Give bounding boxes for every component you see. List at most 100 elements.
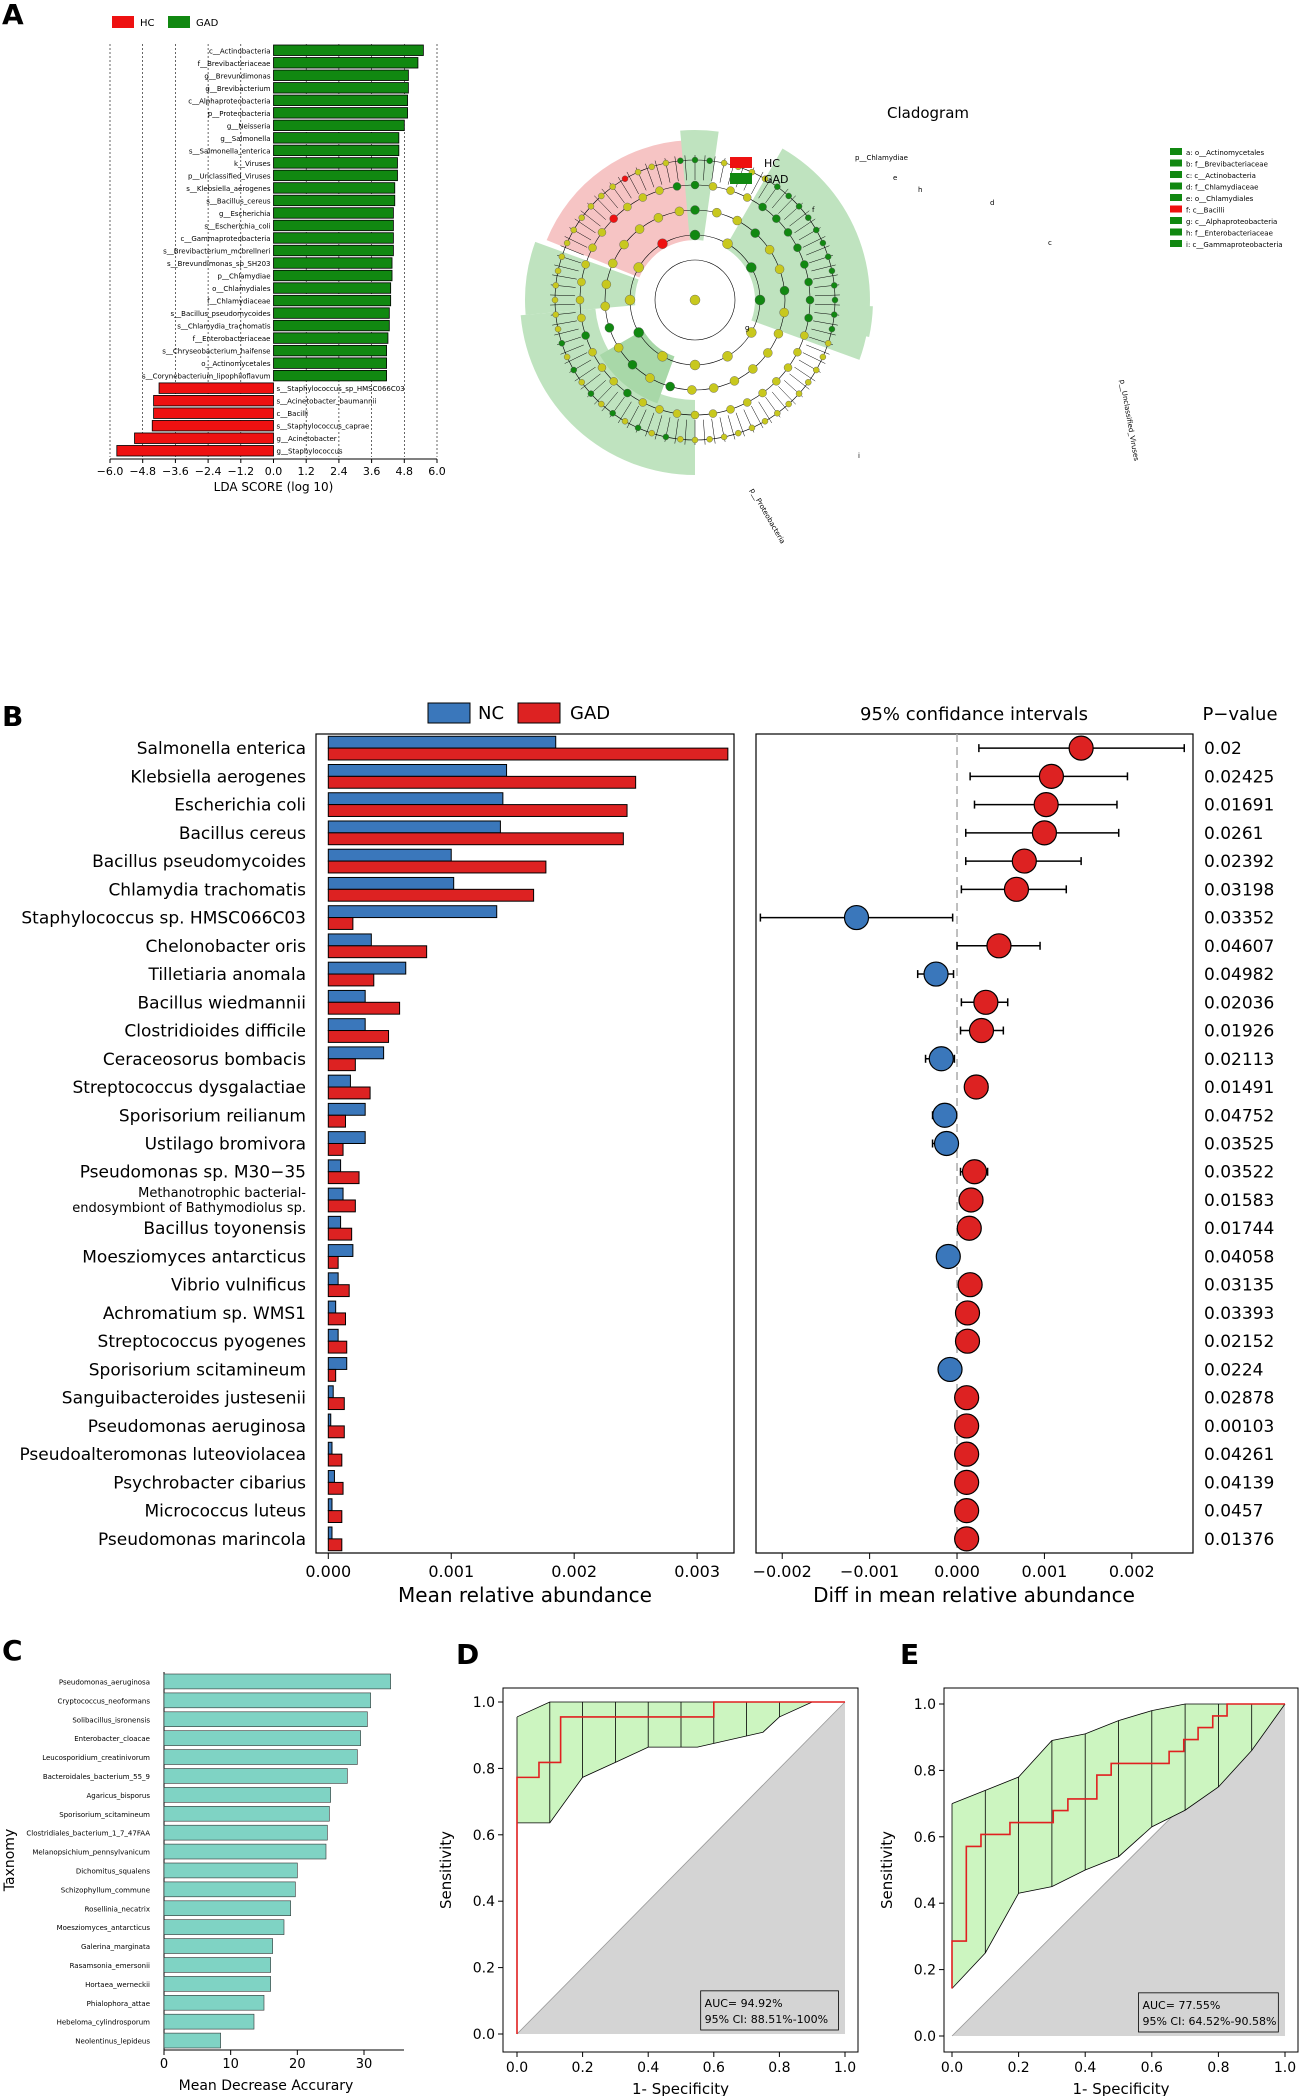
diff-point — [1003, 876, 1030, 902]
lda-bar — [273, 207, 394, 219]
clado-node — [570, 226, 577, 234]
clado-node — [633, 327, 644, 338]
clado-node — [691, 156, 699, 164]
clado-node — [633, 262, 644, 273]
x-tick-label: 0.0 — [941, 2060, 963, 2076]
lda-bar — [273, 169, 398, 182]
clado-node — [677, 436, 684, 443]
clado-node — [793, 348, 802, 357]
importance-label: Cryptococcus_neoformans — [57, 1697, 150, 1705]
importance-bar — [163, 1881, 296, 1898]
clado-node — [600, 301, 610, 311]
spoke — [778, 195, 796, 214]
category-label: Ceraceosorus bombacis — [103, 1050, 306, 1070]
lda-bar — [273, 294, 392, 307]
nc-bar — [327, 1018, 366, 1032]
clado-node — [587, 390, 595, 397]
gad-bar — [327, 917, 354, 930]
lda-bar — [153, 395, 274, 407]
importance-bar — [163, 1919, 285, 1935]
spoke — [594, 386, 612, 405]
clado-node — [581, 331, 590, 340]
y-tick-label: 0.8 — [914, 1763, 936, 1779]
lda-bar — [273, 194, 396, 207]
importance-label: Schizophyllum_commune — [61, 1886, 150, 1894]
clado-node — [773, 329, 784, 339]
x-tick-label: 0.8 — [1207, 2060, 1229, 2076]
clado-sector-label: p__Chlamydiae — [855, 154, 908, 162]
clado-node — [800, 260, 809, 269]
x-tick-label: 0.002 — [1109, 1562, 1155, 1581]
clado-node — [764, 244, 775, 255]
spoke — [711, 418, 716, 444]
auc-text: AUC= 77.55% — [1142, 1999, 1220, 2012]
clado-node — [570, 366, 577, 374]
x-tick-label: 20 — [289, 2057, 306, 2072]
clado-node — [645, 373, 655, 383]
clado-node — [690, 410, 700, 420]
x-tick-label: 0.8 — [768, 2060, 790, 2076]
nc-bar — [327, 1413, 332, 1427]
clado-node — [761, 418, 769, 425]
category-label: Streptococcus dysgalactiae — [72, 1078, 306, 1098]
clado-node — [819, 353, 827, 361]
clado-node — [601, 279, 612, 290]
clado-node — [758, 388, 767, 398]
ci-title: 95% confidance intervals — [860, 704, 1088, 725]
diff-point — [923, 961, 949, 987]
category-label: Bacillus pseudomycoides — [92, 852, 306, 872]
spoke — [594, 195, 612, 214]
p-value: 0.03135 — [1204, 1276, 1274, 1296]
clado-node — [638, 193, 647, 202]
importance-label: Phialophora_attae — [87, 2000, 150, 2008]
nc-bar — [327, 848, 452, 862]
auc-ci-text: 95% CI: 64.52%-90.58% — [1142, 2015, 1276, 2028]
gad-bar — [327, 945, 428, 959]
importance-bar — [163, 2013, 255, 2030]
lda-bar — [273, 157, 398, 169]
category-label: Pseudomonas marincola — [98, 1530, 306, 1550]
nc-bar — [327, 1470, 335, 1483]
clado-key-swatch — [1170, 240, 1182, 247]
lda-bar-label: s__Salmonella_enterica — [189, 147, 271, 155]
clado-node — [720, 159, 728, 167]
diff-point — [954, 1498, 980, 1524]
clado-key-label: f: c__Bacilli — [1186, 207, 1224, 215]
clado-key-swatch — [1170, 194, 1182, 201]
clado-node — [624, 294, 636, 306]
nc-bar — [327, 1385, 334, 1399]
importance-bar — [163, 1730, 361, 1746]
clado-node — [558, 340, 566, 347]
legend-label-gad: GAD — [196, 18, 219, 29]
x-axis-label: LDA SCORE (log 10) — [214, 480, 334, 494]
clado-node — [689, 359, 701, 371]
category-label: Ustilago bromivora — [145, 1135, 306, 1155]
clado-node — [795, 390, 803, 397]
clado-key-label: c: c__Actinobacteria — [1186, 172, 1256, 180]
p-value: 0.03522 — [1204, 1163, 1274, 1183]
x-tick-label: 0.001 — [428, 1562, 474, 1581]
clado-node — [805, 214, 812, 221]
clado-key-swatch — [1170, 148, 1182, 155]
y-tick-label: 0.2 — [473, 1961, 495, 1977]
importance-label: Pseudomonas_aeruginosa — [59, 1678, 150, 1686]
lda-bar-label: o__Chlamydiales — [212, 285, 271, 293]
clado-node — [613, 342, 624, 353]
clado-node — [634, 424, 642, 432]
clado-legend-label: HC — [764, 157, 780, 170]
clado-node — [722, 238, 733, 249]
lda-bar-label: s__Brevibacterium_mcbrellneri — [163, 248, 270, 256]
spoke — [789, 210, 810, 227]
spoke — [703, 419, 706, 445]
lda-bar — [273, 332, 389, 344]
importance-label: Leucosporidium_creatinivorum — [42, 1754, 150, 1762]
x-tick-label: 0 — [160, 2057, 168, 2072]
clado-node — [785, 192, 792, 200]
importance-bar-chart: Pseudomonas_aeruginosa Cryptococcus_neofo… — [2, 1672, 404, 2094]
gad-bar — [327, 1284, 350, 1298]
lda-bar-label: s__Escherichia_coli — [204, 222, 270, 230]
diff-point — [957, 1272, 983, 1298]
importance-bar — [163, 1806, 330, 1822]
gad-bar — [327, 1340, 348, 1354]
nc-bar — [327, 1046, 385, 1060]
